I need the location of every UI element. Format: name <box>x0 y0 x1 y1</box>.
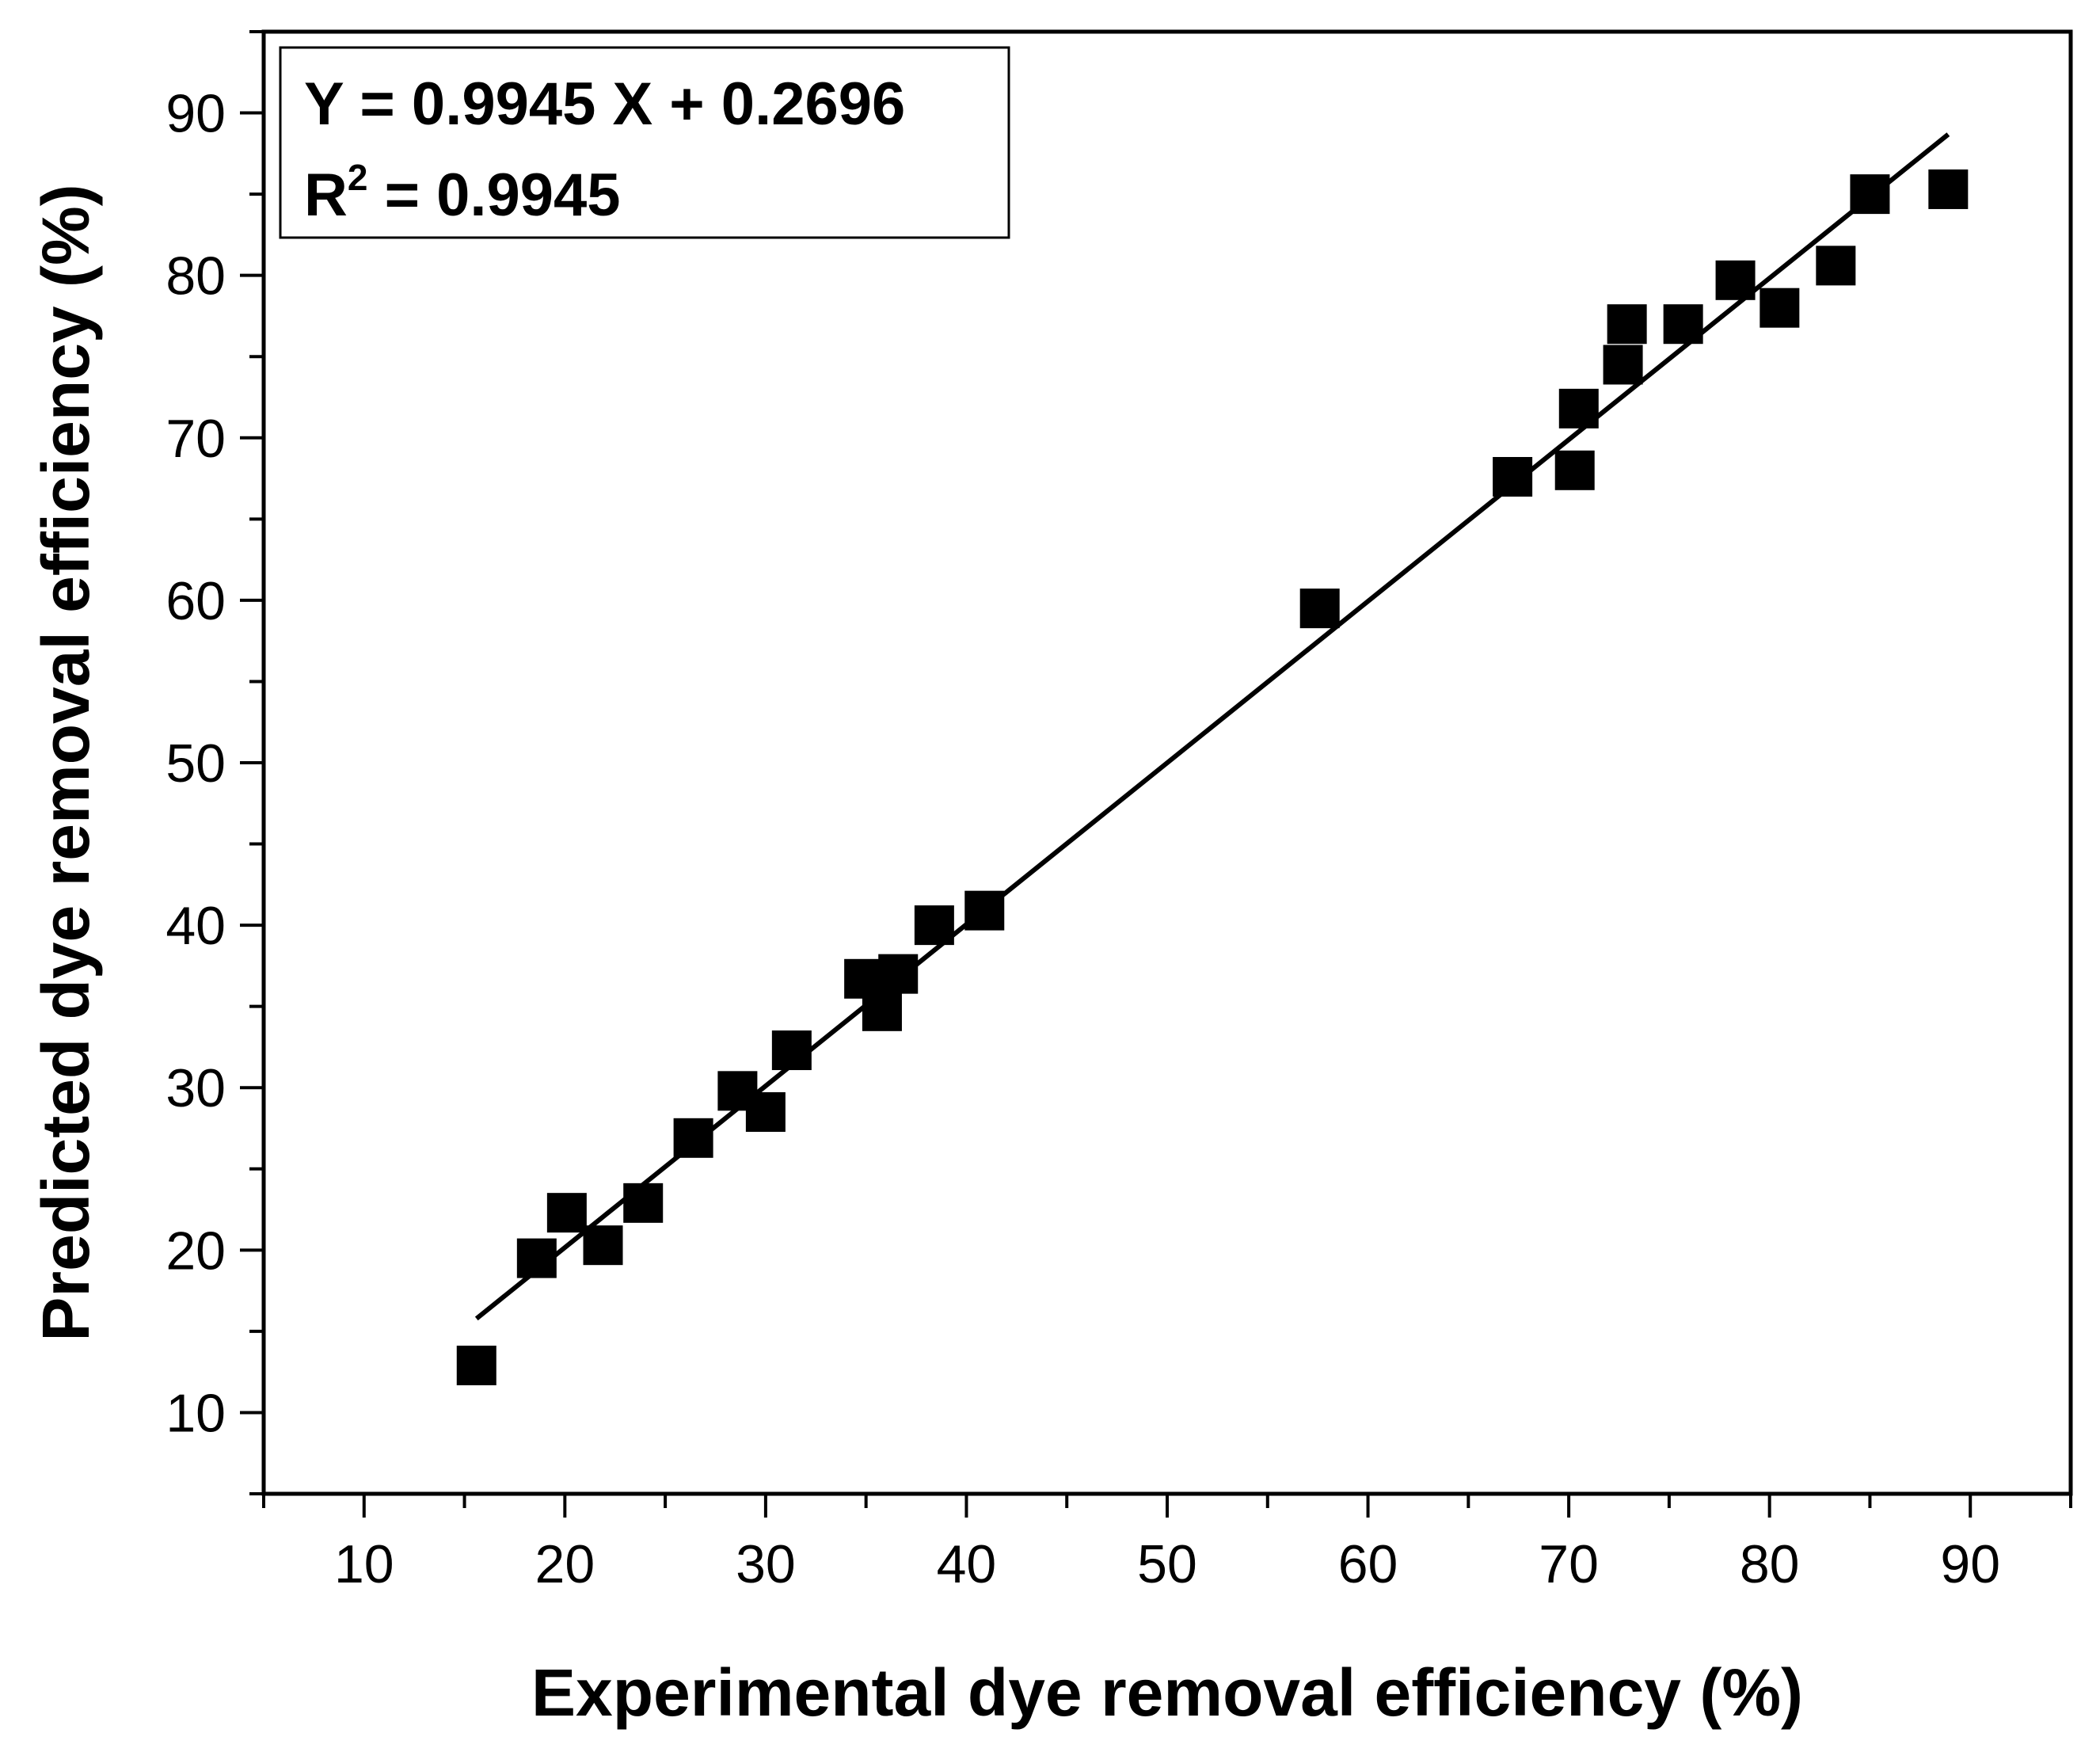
data-point <box>862 991 902 1031</box>
y-tick-label: 80 <box>165 246 226 307</box>
r2-base: R <box>304 162 348 229</box>
data-point <box>546 1193 587 1233</box>
data-point <box>1603 345 1643 385</box>
x-tick-label: 90 <box>1940 1534 2000 1594</box>
y-tick-label: 70 <box>165 409 226 469</box>
data-point <box>914 905 954 946</box>
data-point <box>745 1091 786 1132</box>
data-point <box>1554 450 1595 490</box>
x-tick-label: 30 <box>736 1534 796 1594</box>
x-tick-label: 70 <box>1539 1534 1599 1594</box>
x-tick-label: 60 <box>1338 1534 1398 1594</box>
equation-box-frame <box>279 46 1010 239</box>
y-tick-label: 40 <box>165 896 226 956</box>
y-tick-label: 20 <box>165 1221 226 1281</box>
x-tick-label: 40 <box>937 1534 997 1594</box>
y-tick-label: 60 <box>165 571 226 631</box>
data-point <box>456 1345 496 1385</box>
x-tick-label: 50 <box>1137 1534 1197 1594</box>
axis-ticks: 10 20 30 40 50 60 70 80 90 10 20 30 40 50 60 70 80 90 <box>165 30 2072 1594</box>
r2-superscript: 2 <box>348 157 368 198</box>
plot-frame <box>261 29 2073 1496</box>
data-point <box>964 890 1005 931</box>
x-tick-label: 20 <box>535 1534 595 1594</box>
x-tick-label: 10 <box>334 1534 394 1594</box>
data-point <box>673 1118 713 1158</box>
equation-box: Y = 0.9945 X + 0.2696 R2 = 0.9945 <box>279 46 1010 239</box>
y-tick-label: 50 <box>165 733 226 794</box>
data-point <box>1850 174 1890 215</box>
data-point <box>1816 246 1856 286</box>
data-point <box>583 1225 623 1266</box>
data-point <box>1607 304 1647 345</box>
x-axis-title: Experimental dye removal efficiency (%) <box>531 1655 1803 1730</box>
y-tick-label: 90 <box>165 84 226 144</box>
data-point <box>1299 588 1340 629</box>
data-point <box>878 954 919 994</box>
regression-equation: Y = 0.9945 X + 0.2696 <box>304 70 905 138</box>
r2-value: = 0.9945 <box>367 162 620 229</box>
data-point <box>771 1030 812 1071</box>
y-axis-title: Predicted dye removal efficiency (%) <box>29 184 103 1341</box>
data-point <box>1663 304 1703 345</box>
data-point <box>516 1238 557 1278</box>
data-point <box>623 1183 664 1223</box>
data-point <box>1558 388 1599 428</box>
y-tick-label: 10 <box>165 1383 226 1443</box>
x-tick-label: 80 <box>1740 1534 1800 1594</box>
data-point <box>1760 288 1800 328</box>
data-points <box>456 169 1969 1385</box>
r-squared-label: R2 = 0.9945 <box>304 157 621 229</box>
data-point <box>1928 169 1969 209</box>
y-tick-label: 30 <box>165 1058 226 1118</box>
data-point <box>1493 457 1533 497</box>
data-point <box>1715 260 1756 300</box>
